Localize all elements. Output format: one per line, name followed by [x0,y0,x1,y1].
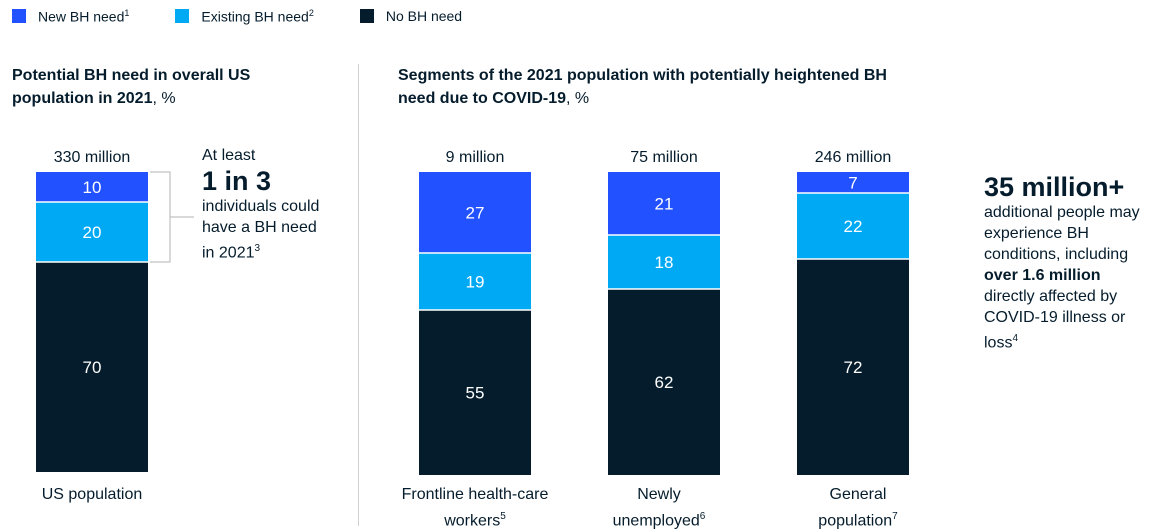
bar-value-label-1-2: 55 [466,384,485,403]
bar-value-label-1-1: 19 [466,273,485,292]
left-title-bold: Potential BH need in overall US populati… [12,67,251,107]
bar-segment-2-1 [608,235,720,289]
legend-label-none: No BH need [385,8,463,25]
bar-value-label-3-1: 22 [844,217,863,236]
bar-segment-0-2 [36,262,148,472]
bar-segment-3-0 [797,172,909,193]
category-label-text-0: US population [41,486,143,503]
legend-swatch-existing [175,9,190,24]
category-label-sup-2: 6 [699,511,706,522]
callout-35-million: 35 million+ additional people may experi… [984,172,1149,353]
callout-35-million-sup: 4 [1012,333,1019,344]
callout-bracket [150,171,194,263]
legend-label-existing: Existing BH need [201,8,309,25]
callout-35-million-big: 35 million+ [984,172,1125,202]
bar-value-label-2-2: 62 [655,373,674,392]
category-label-text-1: Frontline health-care workers [401,486,549,530]
bar-total-label-0: 330 million [54,149,130,166]
legend-sup-existing: 2 [308,8,314,18]
callout-one-in-three-pre: At least [202,147,256,164]
legend-swatch-new [12,9,26,24]
bar-value-label-0-2: 70 [83,358,102,377]
bar-segment-1-2 [419,310,531,475]
right-panel-title: Segments of the 2021 population with pot… [398,64,888,110]
bar-segment-0-0 [36,172,148,202]
callout-35-million-text2: directly affected by COVID-19 illness or… [984,288,1126,352]
bar-segment-2-0 [608,172,720,235]
bar-total-label-1: 9 million [446,149,505,166]
category-label-text-3: General population [818,486,893,530]
category-label-sup-1: 5 [500,511,506,522]
category-label-newly-unemployed: Newly unemployed6 [604,484,714,532]
bar-segment-1-1 [419,253,531,310]
bar-value-label-1-0: 27 [466,204,485,223]
bar-value-label-3-0: 7 [848,174,857,193]
bar-value-label-2-1: 18 [655,253,674,272]
legend-label-new: New BH need [38,8,125,25]
bar-segment-0-1 [36,202,148,262]
legend-item-new-bh-need: New BH need1 [12,8,129,25]
bar-total-label-2: 75 million [630,149,698,166]
bar-total-label-3: 246 million [815,149,891,166]
callout-35-million-text1: additional people may experience BH cond… [984,204,1140,263]
bar-segment-1-0 [419,172,531,253]
bar-value-label-0-1: 20 [83,223,102,242]
category-label-text-2: Newly unemployed [612,486,700,530]
panel-divider [358,64,359,526]
bar-value-label-3-2: 72 [844,358,863,377]
legend-item-no-bh-need: No BH need [359,8,463,25]
left-title-unit: , % [152,90,176,107]
callout-one-in-three-big: 1 in 3 [202,166,272,196]
legend-swatch-none [359,9,374,24]
category-label-us-population: US population [12,484,172,506]
legend: New BH need1 Existing BH need2 No BH nee… [12,8,508,25]
legend-item-existing-bh-need: Existing BH need2 [175,8,314,25]
bar-value-label-0-0: 10 [83,178,102,197]
bar-segment-3-1 [797,193,909,259]
bar-segment-2-2 [608,289,720,475]
bar-value-label-2-0: 21 [655,195,674,214]
callout-one-in-three-text: individuals could have a BH need in 2021 [202,198,320,262]
callout-one-in-three-sup: 3 [254,243,261,254]
category-label-frontline: Frontline health-care workers5 [395,484,555,532]
right-title-unit: , % [566,90,590,107]
category-label-sup-3: 7 [892,511,898,522]
category-label-general-population: General population7 [803,484,913,532]
left-panel-title: Potential BH need in overall US populati… [12,64,332,110]
callout-35-million-bold: over 1.6 million [984,267,1101,284]
legend-sup-new: 1 [124,8,130,18]
right-title-bold: Segments of the 2021 population with pot… [398,67,887,107]
bar-segment-3-2 [797,259,909,475]
callout-one-in-three: At least 1 in 3 individuals could have a… [202,145,322,263]
